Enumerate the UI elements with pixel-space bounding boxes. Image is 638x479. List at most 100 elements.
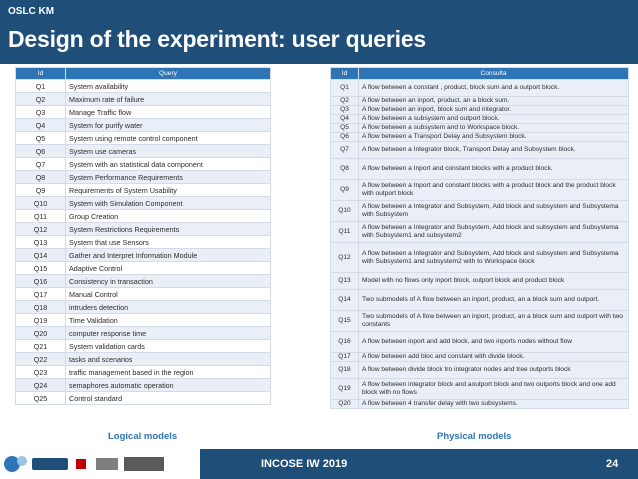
slide-kicker: OSLC KM [8, 6, 55, 17]
query-text: tasks and scenarios [65, 352, 271, 366]
table-row: Q21 System validation cards [15, 339, 271, 353]
table-row: Q17 A flow between add bloc and constant … [330, 352, 629, 362]
query-id: Q4 [15, 118, 66, 132]
query-id: Q2 [15, 92, 66, 106]
query-text: System Performance Requirements [65, 170, 271, 184]
table-row: Q2 Maximum rate of failure [15, 92, 271, 106]
physical-queries-table: Id Consulta Q1 A flow between a constant … [330, 67, 629, 409]
table-row: Q13 Model with no flows only inport block… [330, 272, 629, 290]
table-row: Q7 A flow between a Integrator block, Tra… [330, 141, 629, 159]
table-row: Q12 System Restrictions Requirements [15, 222, 271, 236]
consulta-id: Q19 [330, 378, 359, 400]
query-text: Maximum rate of failure [65, 92, 271, 106]
consulta-id: Q3 [330, 105, 359, 115]
consulta-id: Q16 [330, 331, 359, 353]
query-id: Q3 [15, 105, 66, 119]
logo-strip [0, 449, 200, 479]
consulta-id: Q7 [330, 141, 359, 159]
query-id: Q16 [15, 274, 66, 288]
query-text: Control standard [65, 391, 271, 405]
query-text: Manage Traffic flow [65, 105, 271, 119]
consulta-text: A flow between an inport, product, an a … [358, 96, 629, 106]
table-row: Q5 A flow between a subsystem and to Work… [330, 123, 629, 133]
consulta-id: Q20 [330, 399, 359, 409]
query-id: Q12 [15, 222, 66, 236]
query-id: Q25 [15, 391, 66, 405]
table-row: Q23 traffic management based in the regio… [15, 365, 271, 379]
table-row: Q9 A flow between a Inport and constant b… [330, 179, 629, 201]
consulta-text: Two submodels of A flow between an inpor… [358, 289, 629, 311]
table-row: Q14 Two submodels of A flow between an in… [330, 289, 629, 311]
query-text: Time Validation [65, 313, 271, 327]
consulta-text: A flow between a constant , product, blo… [358, 79, 629, 97]
table-row: Q8 A flow between a Inport and constant b… [330, 158, 629, 180]
table-header-row: Id Query [15, 67, 271, 80]
consulta-text: A flow between a Integrator and Subsyste… [358, 221, 629, 243]
query-text: computer response time [65, 326, 271, 340]
consulta-id: Q10 [330, 200, 359, 222]
table-row: Q4 A flow between a subsystem and outport… [330, 114, 629, 124]
table-row: Q1 System availability [15, 79, 271, 93]
table-row: Q15 Two submodels of A flow between an in… [330, 310, 629, 332]
query-id: Q10 [15, 196, 66, 210]
query-id: Q19 [15, 313, 66, 327]
table-row: Q13 System that use Sensors [15, 235, 271, 249]
query-text: System Restrictions Requirements [65, 222, 271, 236]
table-row: Q16 A flow between inport and add block, … [330, 331, 629, 353]
query-text: System for purify water [65, 118, 271, 132]
table-row: Q3 A flow between an inport, block sum an… [330, 105, 629, 115]
footer-event-name: INCOSE IW 2019 [261, 458, 348, 470]
consulta-text: A flow between divide block tro integrat… [358, 361, 629, 379]
table-header-row: Id Consulta [330, 67, 629, 80]
consulta-id: Q17 [330, 352, 359, 362]
consulta-id: Q11 [330, 221, 359, 243]
table-row: Q22 tasks and scenarios [15, 352, 271, 366]
consulta-id: Q13 [330, 272, 359, 290]
consulta-text: Model with no flows only inport block, o… [358, 272, 629, 290]
query-id: Q24 [15, 378, 66, 392]
query-id: Q8 [15, 170, 66, 184]
table-row: Q11 Group Creation [15, 209, 271, 223]
page-number: 24 [606, 458, 619, 470]
table-row: Q3 Manage Traffic flow [15, 105, 271, 119]
consulta-text: A flow between add bloc and constant wit… [358, 352, 629, 362]
consulta-text: A flow between a Integrator and Subsyste… [358, 242, 629, 273]
query-id: Q14 [15, 248, 66, 262]
query-text: System availability [65, 79, 271, 93]
table-row: Q15 Adaptive Control [15, 261, 271, 275]
table-row: Q14 Gather and Interpret Information Modu… [15, 248, 271, 262]
table-row: Q20 computer response time [15, 326, 271, 340]
consulta-id: Q12 [330, 242, 359, 273]
table-row: Q20 A flow between 4 transfer delay with … [330, 399, 629, 409]
query-text: Requirements of System Usability [65, 183, 271, 197]
logical-queries-table: Id Query Q1 System availability Q2 Maximum … [15, 67, 271, 405]
caption-logical-models: Logical models [108, 431, 178, 442]
table-row: Q7 System with an statistical data compon… [15, 157, 271, 171]
table-row: Q16 Consistency in transaction [15, 274, 271, 288]
table-row: Q24 semaphores automatic operation [15, 378, 271, 392]
consulta-id: Q2 [330, 96, 359, 106]
consulta-text: A flow between a Inport and constant blo… [358, 158, 629, 180]
query-text: Gather and Interpret Information Module [65, 248, 271, 262]
table-row: Q2 A flow between an inport, product, an … [330, 96, 629, 106]
slide-title: Design of the experiment: user queries [8, 26, 427, 52]
consulta-text: A flow between a Integrator and Subsyste… [358, 200, 629, 222]
consulta-id: Q14 [330, 289, 359, 311]
slide-header: OSLC KM Design of the experiment: user q… [0, 0, 638, 64]
query-text: Consistency in transaction [65, 274, 271, 288]
query-text: System that use Sensors [65, 235, 271, 249]
consulta-id: Q8 [330, 158, 359, 180]
column-header-consulta: Consulta [358, 67, 629, 80]
query-id: Q6 [15, 144, 66, 158]
consulta-id: Q6 [330, 132, 359, 142]
query-id: Q20 [15, 326, 66, 340]
query-text: System use cameras [65, 144, 271, 158]
query-id: Q1 [15, 79, 66, 93]
table-row: Q18 A flow between divide block tro integ… [330, 361, 629, 379]
query-id: Q22 [15, 352, 66, 366]
table-row: Q5 System using remote control component [15, 131, 271, 145]
consulta-text: A flow between a subsystem and to Worksp… [358, 123, 629, 133]
consulta-text: A flow between 4 transfer delay with two… [358, 399, 629, 409]
consulta-text: A flow between a Inport and constant blo… [358, 179, 629, 201]
table-row: Q4 System for purify water [15, 118, 271, 132]
